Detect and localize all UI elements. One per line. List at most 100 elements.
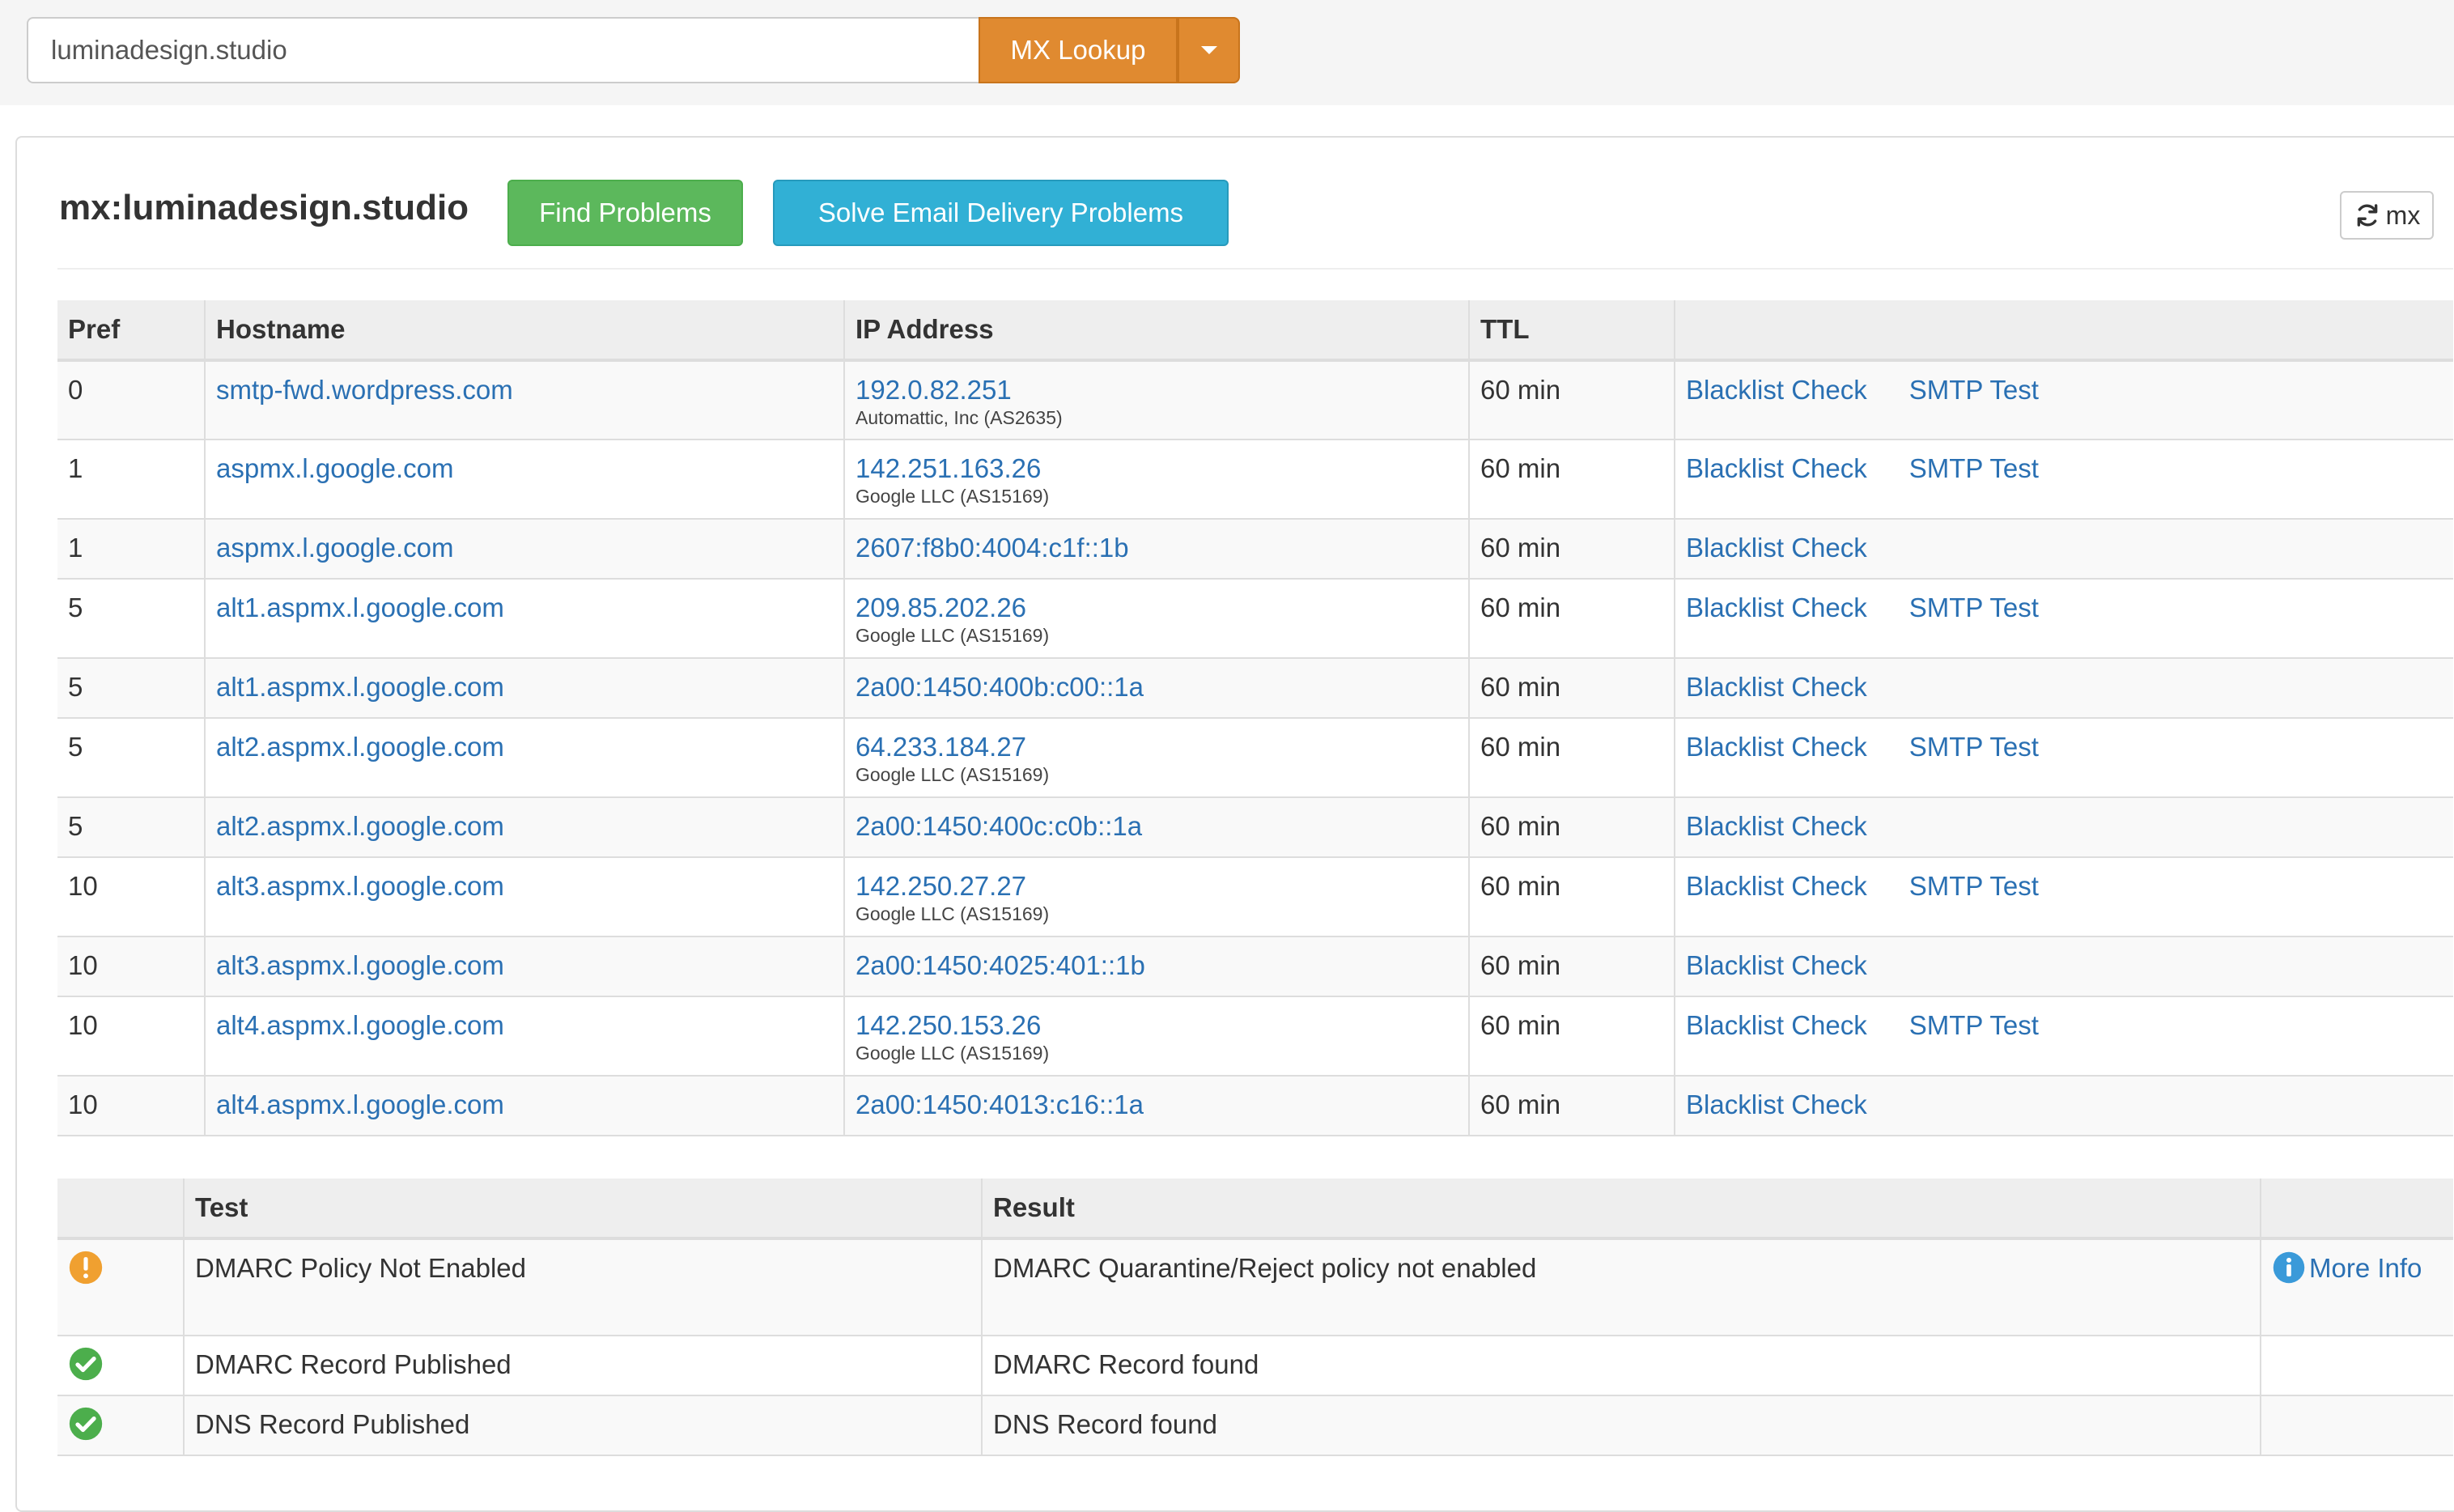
blacklist-check-link[interactable]: Blacklist Check — [1686, 1010, 1867, 1040]
smtp-test-link[interactable]: SMTP Test — [1908, 592, 2039, 622]
mx-lookup-button[interactable]: MX Lookup — [979, 17, 1178, 83]
find-problems-button[interactable]: Find Problems — [507, 180, 743, 246]
hostname-cell: alt4.aspmx.l.google.com — [204, 996, 844, 1076]
column-header-status — [57, 1179, 184, 1240]
blacklist-check-link[interactable]: Blacklist Check — [1686, 732, 1867, 762]
title-divider — [57, 268, 2453, 270]
ip-address-link[interactable]: 142.250.153.26 — [856, 1010, 1042, 1040]
page-title: mx:luminadesign.studio — [59, 188, 469, 227]
check-circle-icon — [69, 1347, 103, 1381]
table-header-row: Test Result — [57, 1179, 2453, 1240]
hostname-link[interactable]: alt1.aspmx.l.google.com — [216, 672, 504, 702]
ip-address-link[interactable]: 2a00:1450:400b:c00::1a — [856, 672, 1144, 702]
pref-cell: 0 — [57, 359, 205, 440]
smtp-test-link[interactable]: SMTP Test — [1908, 732, 2039, 762]
blacklist-check-link[interactable]: Blacklist Check — [1686, 811, 1867, 841]
hostname-link[interactable]: alt1.aspmx.l.google.com — [216, 592, 504, 622]
ip-cell: 209.85.202.26 Google LLC (AS15169) — [843, 578, 1469, 658]
hostname-link[interactable]: alt3.aspmx.l.google.com — [216, 950, 504, 980]
blacklist-check-link[interactable]: Blacklist Check — [1686, 871, 1867, 901]
info-cell — [2260, 1395, 2453, 1456]
refresh-mx-button[interactable]: mx — [2340, 191, 2434, 240]
hostname-link[interactable]: alt2.aspmx.l.google.com — [216, 732, 504, 762]
blacklist-check-link[interactable]: Blacklist Check — [1686, 950, 1867, 980]
hostname-link[interactable]: alt3.aspmx.l.google.com — [216, 871, 504, 901]
table-row: 1 aspmx.l.google.com 2607:f8b0:4004:c1f:… — [57, 518, 2453, 579]
status-cell — [57, 1395, 184, 1456]
status-cell — [57, 1238, 184, 1336]
blacklist-check-link[interactable]: Blacklist Check — [1686, 592, 1867, 622]
column-header-ttl: TTL — [1468, 300, 1675, 362]
table-row: 10 alt4.aspmx.l.google.com 2a00:1450:401… — [57, 1075, 2453, 1136]
more-info-label: More Info — [2309, 1253, 2422, 1283]
hostname-link[interactable]: alt4.aspmx.l.google.com — [216, 1010, 504, 1040]
asn-label: Google LLC (AS15169) — [856, 764, 1050, 785]
ip-address-link[interactable]: 64.233.184.27 — [856, 732, 1027, 762]
ip-address-link[interactable]: 192.0.82.251 — [856, 375, 1012, 405]
lookup-type-dropdown-button[interactable] — [1178, 17, 1240, 83]
actions-cell: Blacklist Check SMTP Test — [1674, 856, 2453, 937]
smtp-test-link[interactable]: SMTP Test — [1908, 375, 2039, 405]
actions-cell: Blacklist Check SMTP Test — [1674, 578, 2453, 658]
ip-address-link[interactable]: 2a00:1450:4025:401::1b — [856, 950, 1145, 980]
hostname-link[interactable]: smtp-fwd.wordpress.com — [216, 375, 513, 405]
column-header-ip-address: IP Address — [843, 300, 1469, 362]
pref-cell: 10 — [57, 936, 205, 996]
column-header-result: Result — [981, 1179, 2261, 1240]
hostname-link[interactable]: aspmx.l.google.com — [216, 533, 454, 563]
lookup-bar: MX Lookup — [0, 0, 2454, 105]
hostname-link[interactable]: aspmx.l.google.com — [216, 453, 454, 483]
table-row: 5 alt2.aspmx.l.google.com 2a00:1450:400c… — [57, 796, 2453, 857]
hostname-cell: alt2.aspmx.l.google.com — [204, 717, 844, 797]
pref-cell: 1 — [57, 518, 205, 579]
table-row: 0 smtp-fwd.wordpress.com 192.0.82.251 Aut… — [57, 359, 2453, 440]
domain-search-input[interactable] — [27, 17, 979, 83]
actions-cell: Blacklist Check — [1674, 657, 2453, 718]
ttl-cell: 60 min — [1468, 359, 1675, 440]
hostname-link[interactable]: alt2.aspmx.l.google.com — [216, 811, 504, 841]
table-row: 10 alt4.aspmx.l.google.com 142.250.153.2… — [57, 996, 2453, 1076]
hostname-cell: alt2.aspmx.l.google.com — [204, 796, 844, 857]
asn-label: Google LLC (AS15169) — [856, 903, 1050, 924]
smtp-test-link[interactable]: SMTP Test — [1908, 453, 2039, 483]
actions-cell: Blacklist Check SMTP Test — [1674, 439, 2453, 519]
ip-cell: 142.251.163.26 Google LLC (AS15169) — [843, 439, 1469, 519]
column-header-test: Test — [183, 1179, 982, 1240]
ip-address-link[interactable]: 142.251.163.26 — [856, 453, 1042, 483]
test-results-table: Test Result DMARC Policy Not Enabled DMA… — [57, 1179, 2453, 1456]
ip-address-link[interactable]: 2a00:1450:400c:c0b::1a — [856, 811, 1143, 841]
hostname-link[interactable]: alt4.aspmx.l.google.com — [216, 1089, 504, 1119]
mx-records-table: Pref Hostname IP Address TTL 0 smtp-fwd.… — [57, 300, 2453, 1136]
info-cell — [2260, 1335, 2453, 1395]
blacklist-check-link[interactable]: Blacklist Check — [1686, 375, 1867, 405]
refresh-mx-label: mx — [2385, 200, 2421, 230]
ttl-cell: 60 min — [1468, 439, 1675, 519]
blacklist-check-link[interactable]: Blacklist Check — [1686, 453, 1867, 483]
solve-email-delivery-button[interactable]: Solve Email Delivery Problems — [773, 180, 1229, 246]
pref-cell: 5 — [57, 657, 205, 718]
actions-cell: Blacklist Check SMTP Test — [1674, 717, 2453, 797]
table-row: 10 alt3.aspmx.l.google.com 142.250.27.27… — [57, 856, 2453, 937]
test-result-cell: DMARC Quarantine/Reject policy not enabl… — [981, 1238, 2261, 1336]
ip-address-link[interactable]: 209.85.202.26 — [856, 592, 1027, 622]
ttl-cell: 60 min — [1468, 1075, 1675, 1136]
smtp-test-link[interactable]: SMTP Test — [1908, 871, 2039, 901]
warning-icon — [69, 1251, 103, 1285]
actions-cell: Blacklist Check — [1674, 796, 2453, 857]
smtp-test-link[interactable]: SMTP Test — [1908, 1010, 2039, 1040]
ip-address-link[interactable]: 2607:f8b0:4004:c1f::1b — [856, 533, 1129, 563]
table-row: 5 alt1.aspmx.l.google.com 209.85.202.26 G… — [57, 578, 2453, 658]
pref-cell: 10 — [57, 1075, 205, 1136]
more-info-link[interactable]: More Info — [2272, 1250, 2422, 1287]
ttl-cell: 60 min — [1468, 717, 1675, 797]
blacklist-check-link[interactable]: Blacklist Check — [1686, 533, 1867, 563]
asn-label: Google LLC (AS15169) — [856, 625, 1050, 646]
test-name-cell: DNS Record Published — [183, 1395, 982, 1456]
ip-address-link[interactable]: 142.250.27.27 — [856, 871, 1027, 901]
test-name-cell: DMARC Policy Not Enabled — [183, 1238, 982, 1336]
blacklist-check-link[interactable]: Blacklist Check — [1686, 1089, 1867, 1119]
table-row: DMARC Record Published DMARC Record foun… — [57, 1335, 2453, 1395]
test-result-cell: DMARC Record found — [981, 1335, 2261, 1395]
blacklist-check-link[interactable]: Blacklist Check — [1686, 672, 1867, 702]
ip-address-link[interactable]: 2a00:1450:4013:c16::1a — [856, 1089, 1144, 1119]
